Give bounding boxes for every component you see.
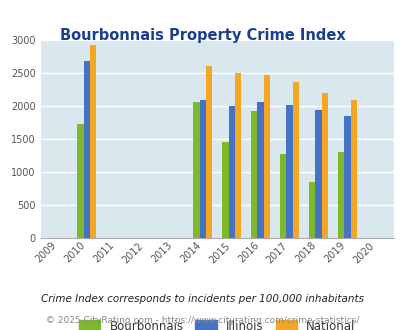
Bar — [337, 152, 343, 238]
Bar — [279, 154, 286, 238]
Bar — [205, 66, 212, 238]
Bar — [315, 110, 321, 238]
Text: Crime Index corresponds to incidents per 100,000 inhabitants: Crime Index corresponds to incidents per… — [41, 294, 364, 304]
Bar — [77, 124, 83, 238]
Bar — [343, 115, 350, 238]
Text: Bourbonnais Property Crime Index: Bourbonnais Property Crime Index — [60, 28, 345, 43]
Bar — [286, 105, 292, 238]
Bar — [193, 102, 199, 238]
Bar — [228, 106, 234, 238]
Bar — [292, 82, 298, 238]
Bar — [222, 142, 228, 238]
Bar — [350, 100, 356, 238]
Bar — [83, 61, 90, 238]
Bar — [321, 93, 327, 238]
Bar — [90, 45, 96, 238]
Bar — [257, 102, 263, 238]
Legend: Bourbonnais, Illinois, National: Bourbonnais, Illinois, National — [74, 315, 360, 330]
Text: © 2025 CityRating.com - https://www.cityrating.com/crime-statistics/: © 2025 CityRating.com - https://www.city… — [46, 316, 359, 325]
Bar — [234, 73, 241, 238]
Bar — [308, 182, 315, 238]
Bar — [263, 75, 270, 238]
Bar — [250, 111, 257, 238]
Bar — [199, 100, 205, 238]
